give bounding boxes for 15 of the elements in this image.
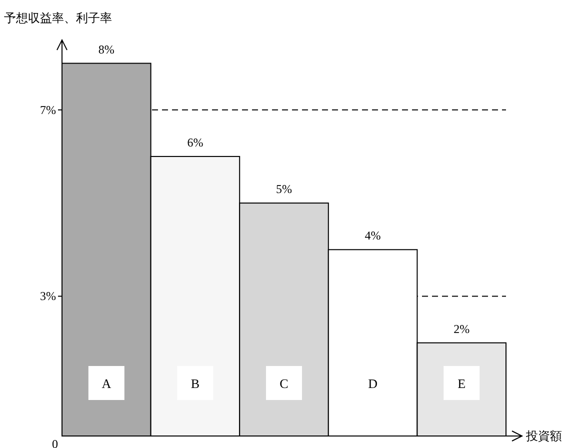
data-label: 5% [276, 182, 292, 196]
data-label: 8% [98, 42, 114, 56]
x-axis-title: 投資額 [525, 429, 562, 443]
data-label: 2% [454, 322, 470, 336]
x-tick-label: D [368, 376, 378, 391]
y-axis-title: 予想収益率、利子率 [4, 11, 112, 25]
y-tick-label: 0 [52, 437, 58, 448]
data-label: 6% [187, 135, 204, 150]
y-tick-label: 3% [40, 289, 56, 304]
x-tick-label: A [102, 376, 112, 391]
x-tick-label: E [458, 376, 466, 391]
x-tick-label: C [280, 376, 288, 391]
x-tick-label: B [190, 376, 200, 391]
y-tick-label: 7% [40, 102, 56, 117]
data-label: 4% [364, 228, 381, 243]
